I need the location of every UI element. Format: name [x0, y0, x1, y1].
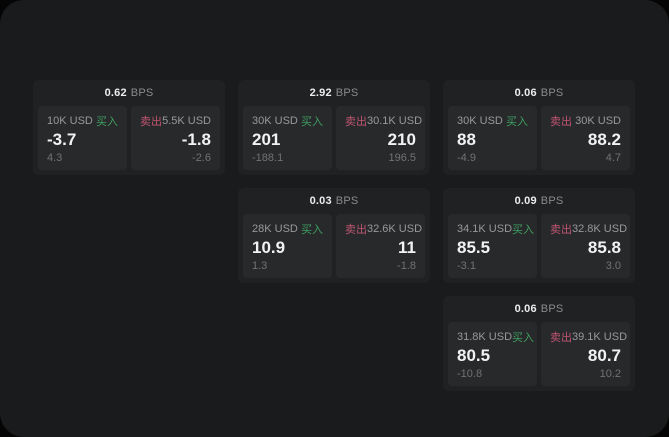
- quote-panels: 30K USD 买入 88 -4.9 卖出 30K USD 88.2 4.7: [443, 106, 635, 175]
- buy-delta: -4.9: [457, 152, 476, 164]
- bps-unit-label: BPS: [335, 195, 359, 207]
- quote-panels: 10K USD 买入 -3.7 4.3 卖出 5.5K USD -1.8 -2.…: [33, 106, 225, 175]
- sell-panel[interactable]: 卖出 5.5K USD -1.8 -2.6: [131, 106, 220, 170]
- buy-amount: 10K USD: [47, 115, 93, 127]
- sell-label: 卖出: [550, 116, 572, 128]
- bps-value: 0.09: [514, 195, 537, 207]
- bps-unit-label: BPS: [130, 87, 154, 99]
- buy-panel[interactable]: 30K USD 买入 88 -4.9: [448, 106, 537, 170]
- buy-label: 买入: [301, 224, 323, 236]
- buy-delta: -10.8: [457, 368, 483, 380]
- sell-panel[interactable]: 卖出 39.1K USD 80.7 10.2: [541, 322, 630, 386]
- sell-amount: 32.8K USD: [572, 223, 628, 235]
- sell-panel[interactable]: 卖出 32.6K USD 11 -1.8: [336, 214, 425, 278]
- sell-amount: 39.1K USD: [572, 331, 628, 343]
- buy-amount: 30K USD: [457, 115, 503, 127]
- sell-amount: 30K USD: [575, 115, 621, 127]
- sell-label: 卖出: [140, 116, 162, 128]
- sell-panel[interactable]: 卖出 30K USD 88.2 4.7: [541, 106, 630, 170]
- buy-delta: -188.1: [252, 152, 284, 164]
- sell-delta: 3.0: [605, 260, 621, 272]
- bps-value: 0.06: [514, 87, 537, 99]
- bps-unit-label: BPS: [335, 87, 359, 99]
- quote-card: 0.06 BPS 31.8K USD 买入 80.5 -10.8 卖出 39.1…: [443, 296, 635, 391]
- buy-label: 买入: [96, 116, 118, 128]
- card-header: 0.62 BPS: [33, 80, 225, 106]
- quote-card: 0.03 BPS 28K USD 买入 10.9 1.3 卖出 32.6K US…: [238, 188, 430, 283]
- buy-amount: 30K USD: [252, 115, 298, 127]
- bps-value: 0.62: [104, 87, 127, 99]
- buy-label: 买入: [301, 116, 323, 128]
- quote-panels: 31.8K USD 买入 80.5 -10.8 卖出 39.1K USD 80.…: [443, 322, 635, 391]
- sell-price: 85.8: [587, 238, 621, 257]
- buy-price: 80.5: [457, 346, 491, 365]
- sell-label: 卖出: [345, 116, 367, 128]
- sell-delta: -2.6: [192, 152, 211, 164]
- buy-price: 88: [457, 130, 476, 149]
- sell-label: 卖出: [345, 224, 367, 236]
- buy-panel[interactable]: 34.1K USD 买入 85.5 -3.1: [448, 214, 537, 278]
- sell-label: 卖出: [550, 332, 572, 344]
- sell-panel[interactable]: 卖出 30.1K USD 210 196.5: [336, 106, 425, 170]
- sell-panel[interactable]: 卖出 32.8K USD 85.8 3.0: [541, 214, 630, 278]
- buy-label: 买入: [512, 224, 535, 236]
- sell-amount: 30.1K USD: [367, 115, 423, 127]
- sell-price: 11: [398, 238, 416, 257]
- buy-delta: -3.1: [457, 260, 476, 272]
- sell-delta: -1.8: [397, 260, 416, 272]
- buy-price: 85.5: [457, 238, 491, 257]
- bps-value: 0.06: [514, 303, 537, 315]
- bps-unit-label: BPS: [540, 87, 564, 99]
- sell-delta: 10.2: [599, 368, 621, 380]
- card-header: 0.06 BPS: [443, 296, 635, 322]
- card-header: 0.03 BPS: [238, 188, 430, 214]
- sell-label: 卖出: [550, 224, 572, 236]
- buy-amount: 31.8K USD: [457, 331, 513, 343]
- buy-price: -3.7: [47, 130, 77, 149]
- bps-unit-label: BPS: [540, 195, 564, 207]
- quote-card: 0.62 BPS 10K USD 买入 -3.7 4.3 卖出 5.5K USD: [33, 80, 225, 175]
- sell-delta: 4.7: [605, 152, 621, 164]
- buy-amount: 28K USD: [252, 223, 298, 235]
- quote-card: 2.92 BPS 30K USD 买入 201 -188.1 卖出 30.1K …: [238, 80, 430, 175]
- quote-panels: 34.1K USD 买入 85.5 -3.1 卖出 32.8K USD 85.8…: [443, 214, 635, 283]
- sell-price: -1.8: [181, 130, 211, 149]
- quote-card: 0.09 BPS 34.1K USD 买入 85.5 -3.1 卖出 32.8K…: [443, 188, 635, 283]
- card-header: 0.09 BPS: [443, 188, 635, 214]
- buy-panel[interactable]: 10K USD 买入 -3.7 4.3: [38, 106, 127, 170]
- sell-price: 210: [387, 130, 416, 149]
- buy-panel[interactable]: 30K USD 买入 201 -188.1: [243, 106, 332, 170]
- sell-amount: 5.5K USD: [162, 115, 211, 127]
- buy-panel[interactable]: 31.8K USD 买入 80.5 -10.8: [448, 322, 537, 386]
- quote-card: 0.06 BPS 30K USD 买入 88 -4.9 卖出 30K USD: [443, 80, 635, 175]
- bps-value: 0.03: [309, 195, 332, 207]
- card-header: 2.92 BPS: [238, 80, 430, 106]
- bps-unit-label: BPS: [540, 303, 564, 315]
- sell-amount: 32.6K USD: [367, 223, 423, 235]
- sell-price: 88.2: [587, 130, 621, 149]
- quote-panels: 30K USD 买入 201 -188.1 卖出 30.1K USD 210 1…: [238, 106, 430, 175]
- sell-price: 80.7: [587, 346, 621, 365]
- card-header: 0.06 BPS: [443, 80, 635, 106]
- buy-label: 买入: [506, 116, 528, 128]
- buy-delta: 4.3: [47, 152, 63, 164]
- buy-delta: 1.3: [252, 260, 268, 272]
- sell-delta: 196.5: [388, 152, 416, 164]
- buy-price: 201: [252, 130, 281, 149]
- buy-price: 10.9: [252, 238, 286, 257]
- buy-amount: 34.1K USD: [457, 223, 513, 235]
- buy-panel[interactable]: 28K USD 买入 10.9 1.3: [243, 214, 332, 278]
- buy-label: 买入: [512, 332, 535, 344]
- quote-panels: 28K USD 买入 10.9 1.3 卖出 32.6K USD 11 -1.8: [238, 214, 430, 283]
- bps-value: 2.92: [309, 87, 332, 99]
